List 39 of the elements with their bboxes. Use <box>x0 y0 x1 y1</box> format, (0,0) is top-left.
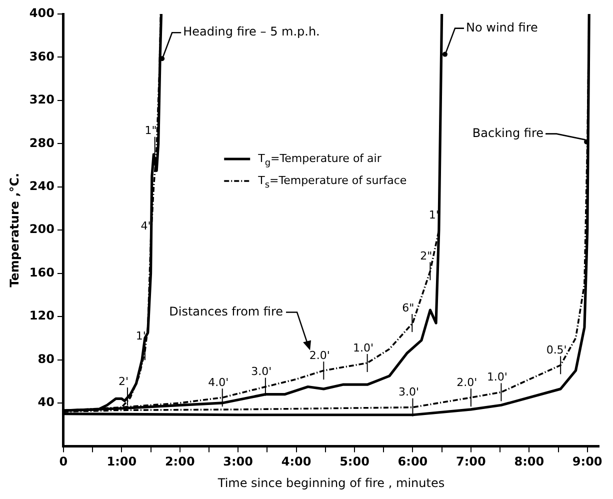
y-tick-label: 120 <box>29 308 54 323</box>
y-tick-label: 400 <box>29 6 54 20</box>
x-tick-label: 3:00 <box>223 454 254 469</box>
y-tick-label: 280 <box>29 136 54 150</box>
annotation: 0.5' <box>546 344 567 357</box>
x-tick-label: 6:00 <box>398 454 428 469</box>
annotation: 2.0' <box>456 376 478 389</box>
x-tick-label: 1:00 <box>106 454 137 469</box>
annotation: 2.0' <box>309 348 330 362</box>
y-axis-title: Temperature ,°C. <box>7 172 22 288</box>
annotation: Backing fire <box>472 126 544 140</box>
x-tick-label: 4:00 <box>281 454 312 469</box>
x-tick-label: 5:00 <box>340 454 370 469</box>
annotation: 3.0' <box>251 365 272 378</box>
y-tick-label: 240 <box>29 179 54 194</box>
annotation: 6" <box>402 301 414 314</box>
annotation: 1" <box>144 124 157 138</box>
annotation: 3.0' <box>398 386 419 399</box>
annotation: Distances from fire <box>169 304 284 318</box>
annotation: 2' <box>118 374 128 388</box>
x-tick-label: 7:00 <box>456 454 486 469</box>
x-tick-label: 2:00 <box>164 454 195 469</box>
x-tick-label: 0 <box>59 454 68 469</box>
annotation: 1' <box>136 329 146 342</box>
annotation: 4.0' <box>208 376 229 389</box>
annotation: 1.0' <box>353 341 374 354</box>
annotation: Heading fire – 5 m.p.h. <box>183 24 320 39</box>
y-tick-label: 200 <box>29 222 54 236</box>
y-tick-label: 80 <box>38 352 54 366</box>
y-tick-label: 360 <box>29 49 54 64</box>
annotation: 1.0' <box>486 370 508 384</box>
y-tick-label: 40 <box>38 395 54 410</box>
annotation: No wind fire <box>466 20 538 34</box>
y-tick-label: 320 <box>29 92 54 107</box>
y-tick-label: 160 <box>29 265 54 280</box>
x-tick-label: 9:00 <box>572 454 602 469</box>
annotation: 2" <box>420 250 432 263</box>
x-axis-title: Time since beginning of fire , minutes <box>216 476 445 490</box>
x-tick-label: 8:00 <box>514 454 544 469</box>
